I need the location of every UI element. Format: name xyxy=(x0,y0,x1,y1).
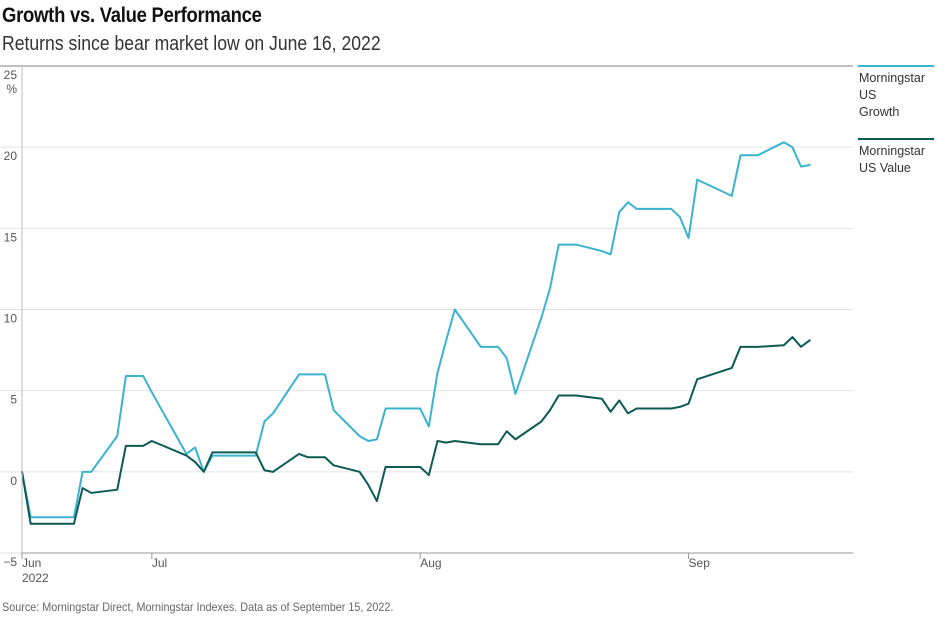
x-tick-label: Sep xyxy=(689,556,711,570)
source-note: Source: Morningstar Direct, Morningstar … xyxy=(2,600,394,614)
x-tick-label: Aug xyxy=(420,556,441,570)
y-tick-label: 20 xyxy=(4,149,18,163)
series-lines xyxy=(21,141,811,525)
y-tick-label: 25 xyxy=(4,68,18,82)
legend-label: Growth xyxy=(859,105,899,119)
x-tick-label: Jul xyxy=(152,556,167,570)
chart-subtitle: Returns since bear market low on June 16… xyxy=(2,33,381,55)
x-tick-label: Jun xyxy=(22,556,41,570)
legend-label: Morningstar xyxy=(859,71,925,85)
y-tick-label: 10 xyxy=(4,312,18,326)
y-tick-label: 0 xyxy=(10,474,17,488)
x-tick-sublabel: 2022 xyxy=(22,571,49,585)
y-unit-label: % xyxy=(6,82,17,96)
chart-title: Growth vs. Value Performance xyxy=(2,4,262,27)
series-line-value xyxy=(21,336,811,525)
y-tick-label: 15 xyxy=(4,230,18,244)
y-axis: 25 20 15 10 5 0 −5% xyxy=(3,66,23,569)
legend: Morningstar US Growth Morningstar US Value xyxy=(858,65,934,175)
series-line-growth xyxy=(21,141,811,519)
legend-label: US xyxy=(859,88,876,102)
legend-label: Morningstar xyxy=(859,144,925,158)
legend-label: US Value xyxy=(859,161,911,175)
y-tick-label: 5 xyxy=(10,393,17,407)
grid-lines xyxy=(0,65,853,554)
y-tick-label: −5 xyxy=(3,555,17,569)
